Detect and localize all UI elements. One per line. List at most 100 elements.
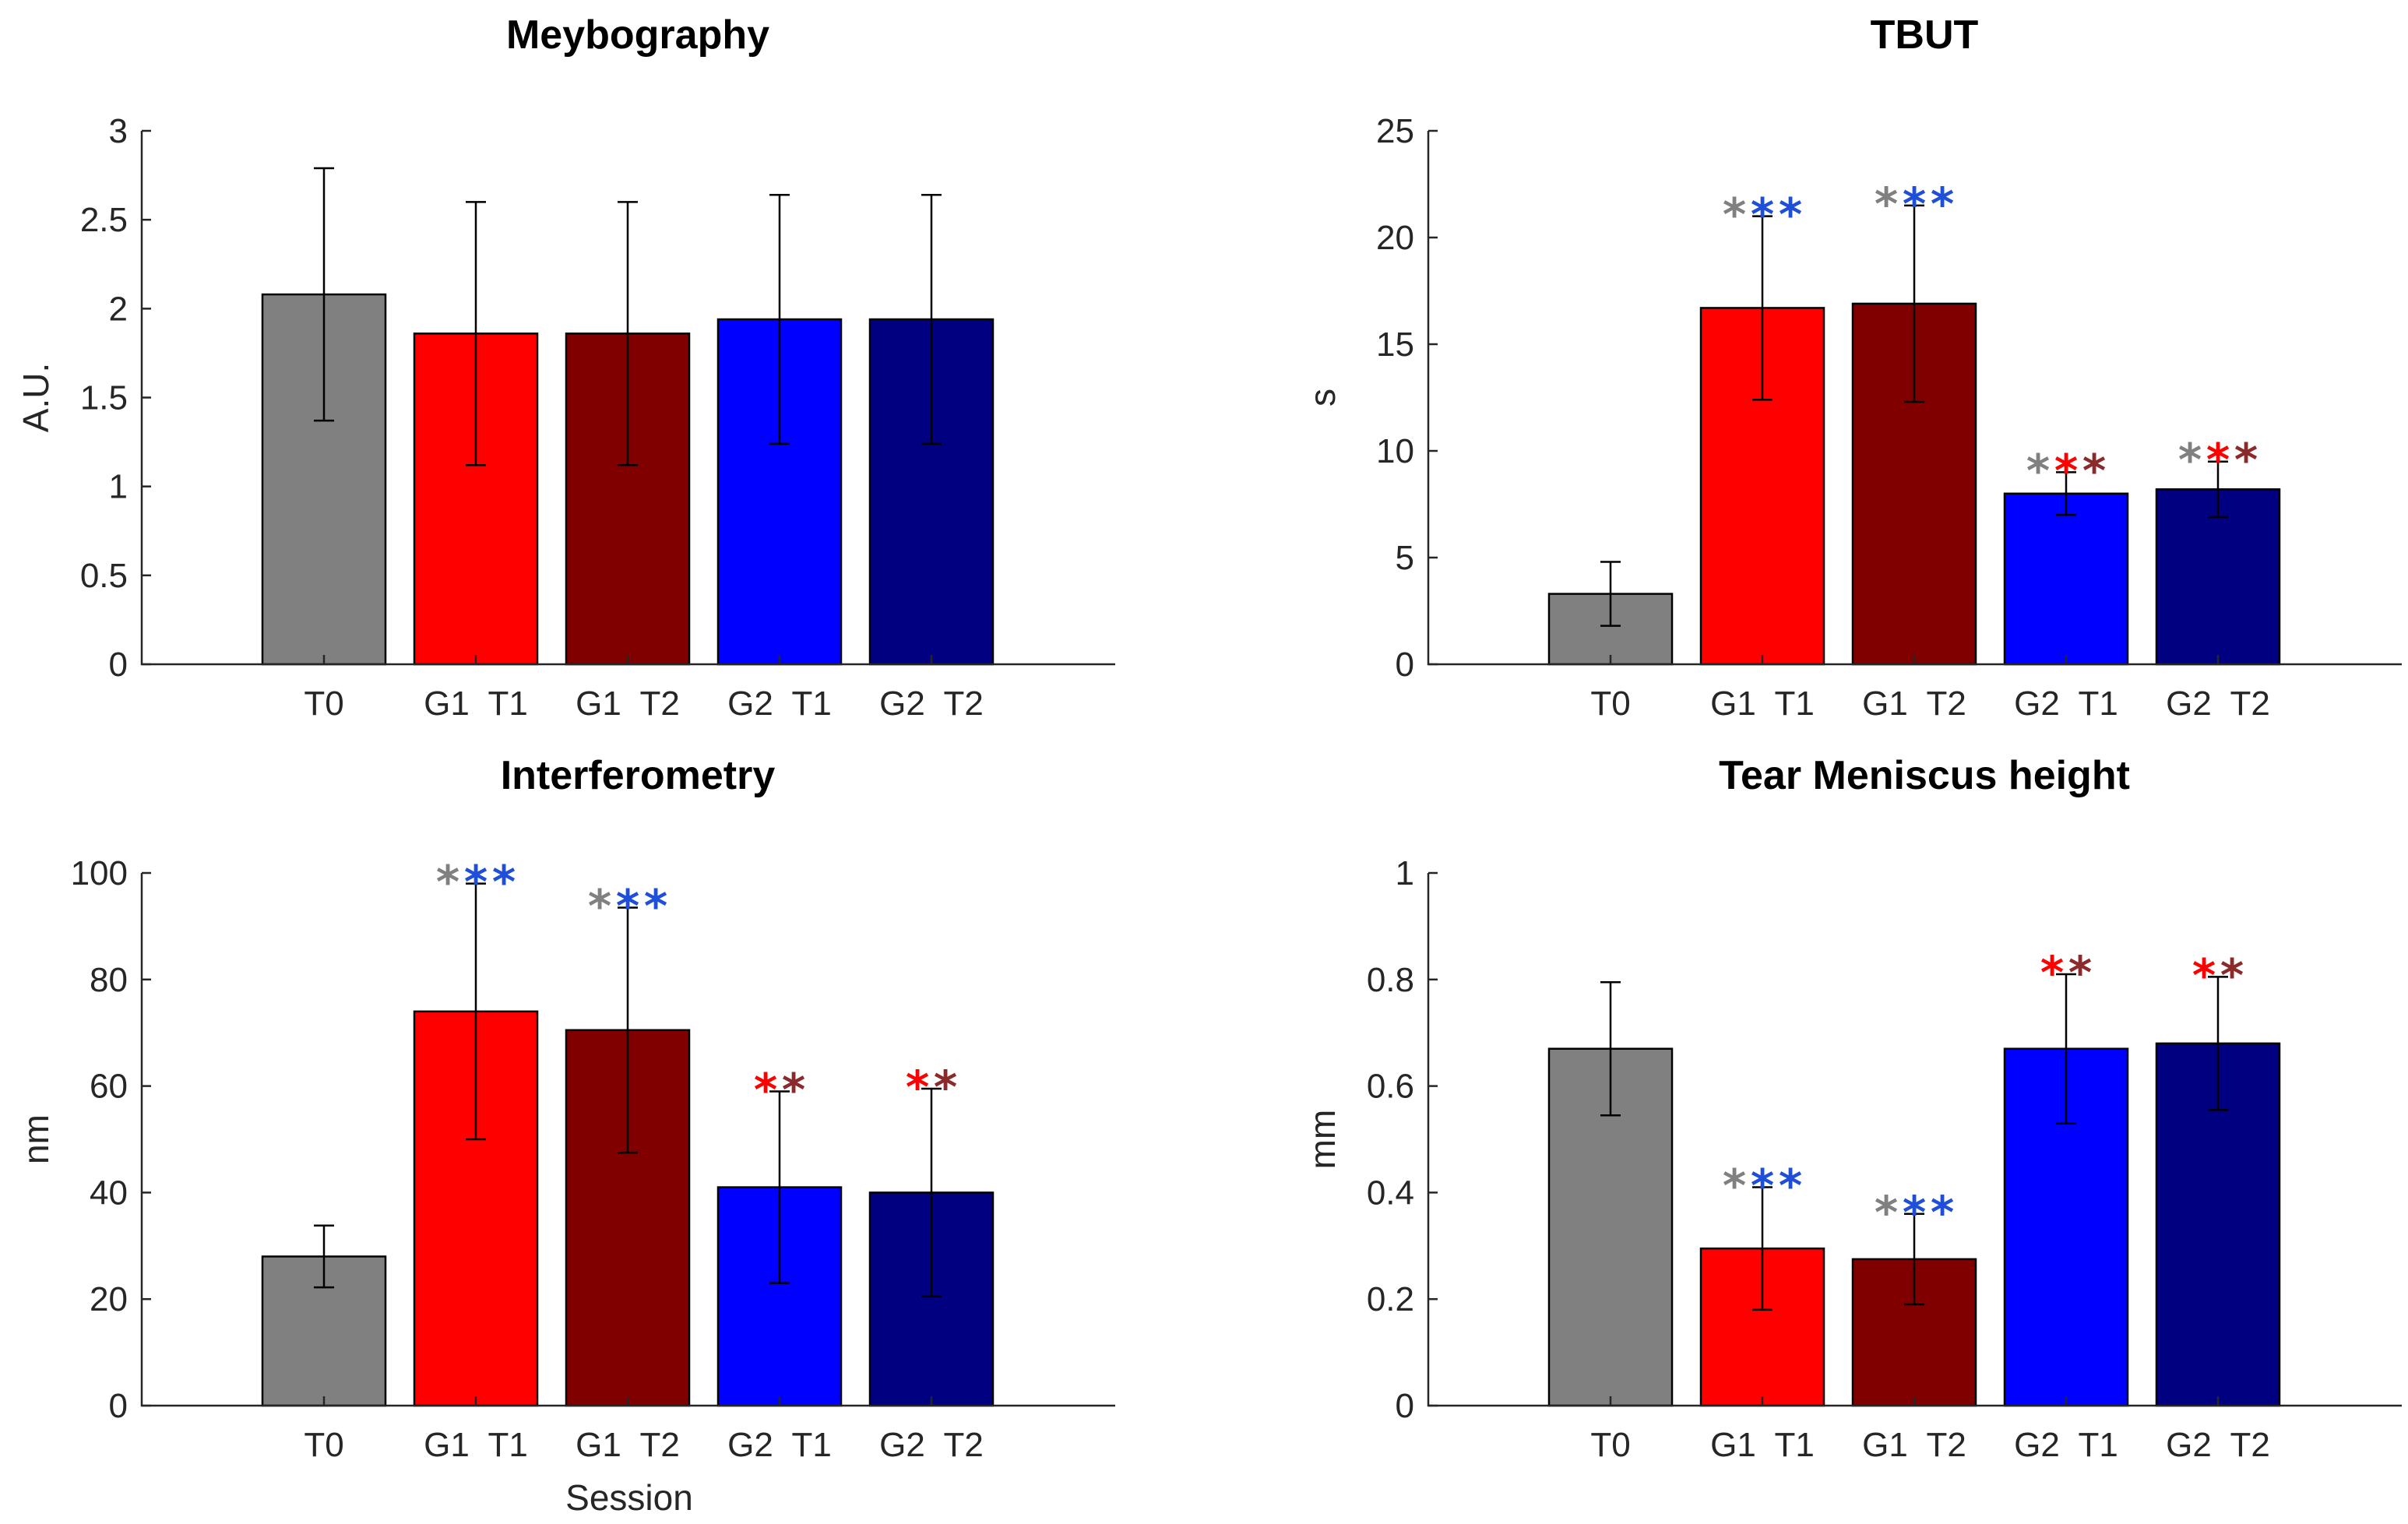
x-tick-label: G2 T2 — [879, 1426, 984, 1464]
x-tick-label: T0 — [1590, 1426, 1630, 1464]
error-bar — [314, 167, 334, 422]
significance-star: * — [2178, 434, 2202, 487]
y-tick-label: 100 — [71, 854, 128, 892]
error-bar — [1600, 980, 1621, 1117]
significance-star: * — [1779, 1160, 1802, 1213]
x-tick-label: T0 — [304, 685, 343, 723]
significance-star: * — [1931, 178, 1954, 231]
significance-star: * — [1875, 178, 1898, 231]
chart-title: Meybography — [506, 12, 769, 58]
significance-star: * — [644, 879, 667, 932]
error-bar — [466, 201, 486, 466]
x-tick-label: T0 — [1590, 685, 1630, 723]
chart-title: Interferometry — [501, 753, 776, 798]
bar-g2-t1 — [2003, 492, 2129, 666]
significance-star: * — [1751, 1160, 1774, 1213]
y-tick-label: 60 — [90, 1068, 128, 1106]
x-tick-label: G1 T1 — [1710, 1426, 1815, 1464]
x-tick-label: G2 T1 — [727, 685, 832, 723]
x-tick-label: G2 T1 — [2014, 685, 2118, 723]
error-bar — [2056, 471, 2076, 516]
y-tick-label: 0.2 — [1367, 1280, 1414, 1318]
error-bar — [314, 1224, 334, 1289]
significance-star: * — [2192, 949, 2216, 1001]
error-bar — [1600, 561, 1621, 627]
y-axis-label: nm — [16, 1114, 56, 1164]
y-tick-label: 3 — [109, 112, 128, 150]
error-bar — [2208, 460, 2228, 519]
significance-star: * — [1875, 1186, 1898, 1239]
y-tick-label: 0.6 — [1367, 1068, 1414, 1106]
y-tick-label: 2.5 — [80, 201, 128, 239]
error-bar — [2208, 976, 2228, 1111]
y-tick-label: 10 — [1376, 432, 1414, 470]
significance-star: * — [1903, 1186, 1926, 1239]
significance-star: * — [2206, 434, 2230, 487]
x-tick-label: G1 T2 — [1862, 1426, 1966, 1464]
y-tick-label: 0.5 — [80, 557, 128, 595]
error-bar — [618, 201, 638, 466]
significance-star: * — [616, 879, 639, 932]
x-tick-label: T0 — [304, 1426, 343, 1464]
bar-g2-t2 — [2155, 488, 2281, 666]
y-axis-label: A.U. — [16, 363, 56, 432]
y-tick-label: 0 — [1396, 646, 1414, 684]
y-tick-label: 0.8 — [1367, 961, 1414, 999]
significance-star: * — [2026, 444, 2050, 497]
panel-meybography: Meybography T0 G1 T1 G1 T2 G2 T1 G2 T2 0 0.5 1 1.… — [16, 12, 1115, 723]
chart-title: TBUT — [1871, 12, 1979, 58]
significance-star: * — [2040, 946, 2064, 999]
error-bar — [1904, 204, 1924, 403]
significance-star: * — [782, 1063, 805, 1116]
y-tick-label: 2 — [109, 290, 128, 328]
y-tick-label: 0.4 — [1367, 1174, 1414, 1212]
y-tick-label: 25 — [1376, 112, 1414, 150]
error-bar — [921, 193, 942, 445]
significance-star: * — [464, 856, 488, 909]
y-tick-label: 15 — [1376, 326, 1414, 364]
significance-star: * — [436, 856, 459, 909]
y-tick-label: 1.5 — [80, 379, 128, 417]
error-bar — [1904, 1213, 1924, 1306]
significance-star: * — [2068, 946, 2092, 999]
x-tick-label: G1 T2 — [576, 1426, 680, 1464]
y-tick-label: 0 — [109, 646, 128, 684]
significance-star: * — [1931, 1186, 1954, 1239]
y-tick-label: 1 — [1396, 854, 1414, 892]
significance-star: * — [492, 856, 516, 909]
significance-star: * — [1751, 188, 1774, 241]
significance-star: * — [1723, 1160, 1746, 1213]
y-tick-label: 0 — [109, 1387, 128, 1425]
significance-star: * — [2234, 434, 2258, 487]
x-tick-label: G2 T1 — [2014, 1426, 2118, 1464]
significance-star: * — [2054, 444, 2078, 497]
significance-star: * — [934, 1061, 957, 1114]
x-tick-label: G1 T1 — [424, 1426, 528, 1464]
y-tick-label: 40 — [90, 1174, 128, 1212]
error-bar — [618, 906, 638, 1154]
chart-title: Tear Meniscus height — [1719, 753, 2130, 798]
significance-star: * — [906, 1061, 929, 1114]
y-tick-label: 1 — [109, 468, 128, 506]
y-tick-label: 5 — [1396, 539, 1414, 577]
significance-star: * — [588, 879, 611, 932]
error-bar — [2056, 973, 2076, 1125]
error-bar — [769, 1090, 790, 1284]
x-tick-label: G1 T1 — [424, 685, 528, 723]
x-tick-label: G1 T2 — [1862, 685, 1966, 723]
error-bar — [921, 1087, 942, 1298]
significance-star: * — [1903, 178, 1926, 231]
x-tick-label: G1 T2 — [576, 685, 680, 723]
error-bar — [1752, 215, 1773, 401]
significance-star: * — [2220, 949, 2244, 1001]
error-bar — [1752, 1186, 1773, 1311]
error-bar — [769, 193, 790, 445]
y-tick-label: 20 — [1376, 219, 1414, 257]
y-tick-label: 0 — [1396, 1387, 1414, 1425]
y-axis-label: mm — [1302, 1110, 1343, 1170]
x-tick-label: G2 T2 — [2166, 685, 2270, 723]
